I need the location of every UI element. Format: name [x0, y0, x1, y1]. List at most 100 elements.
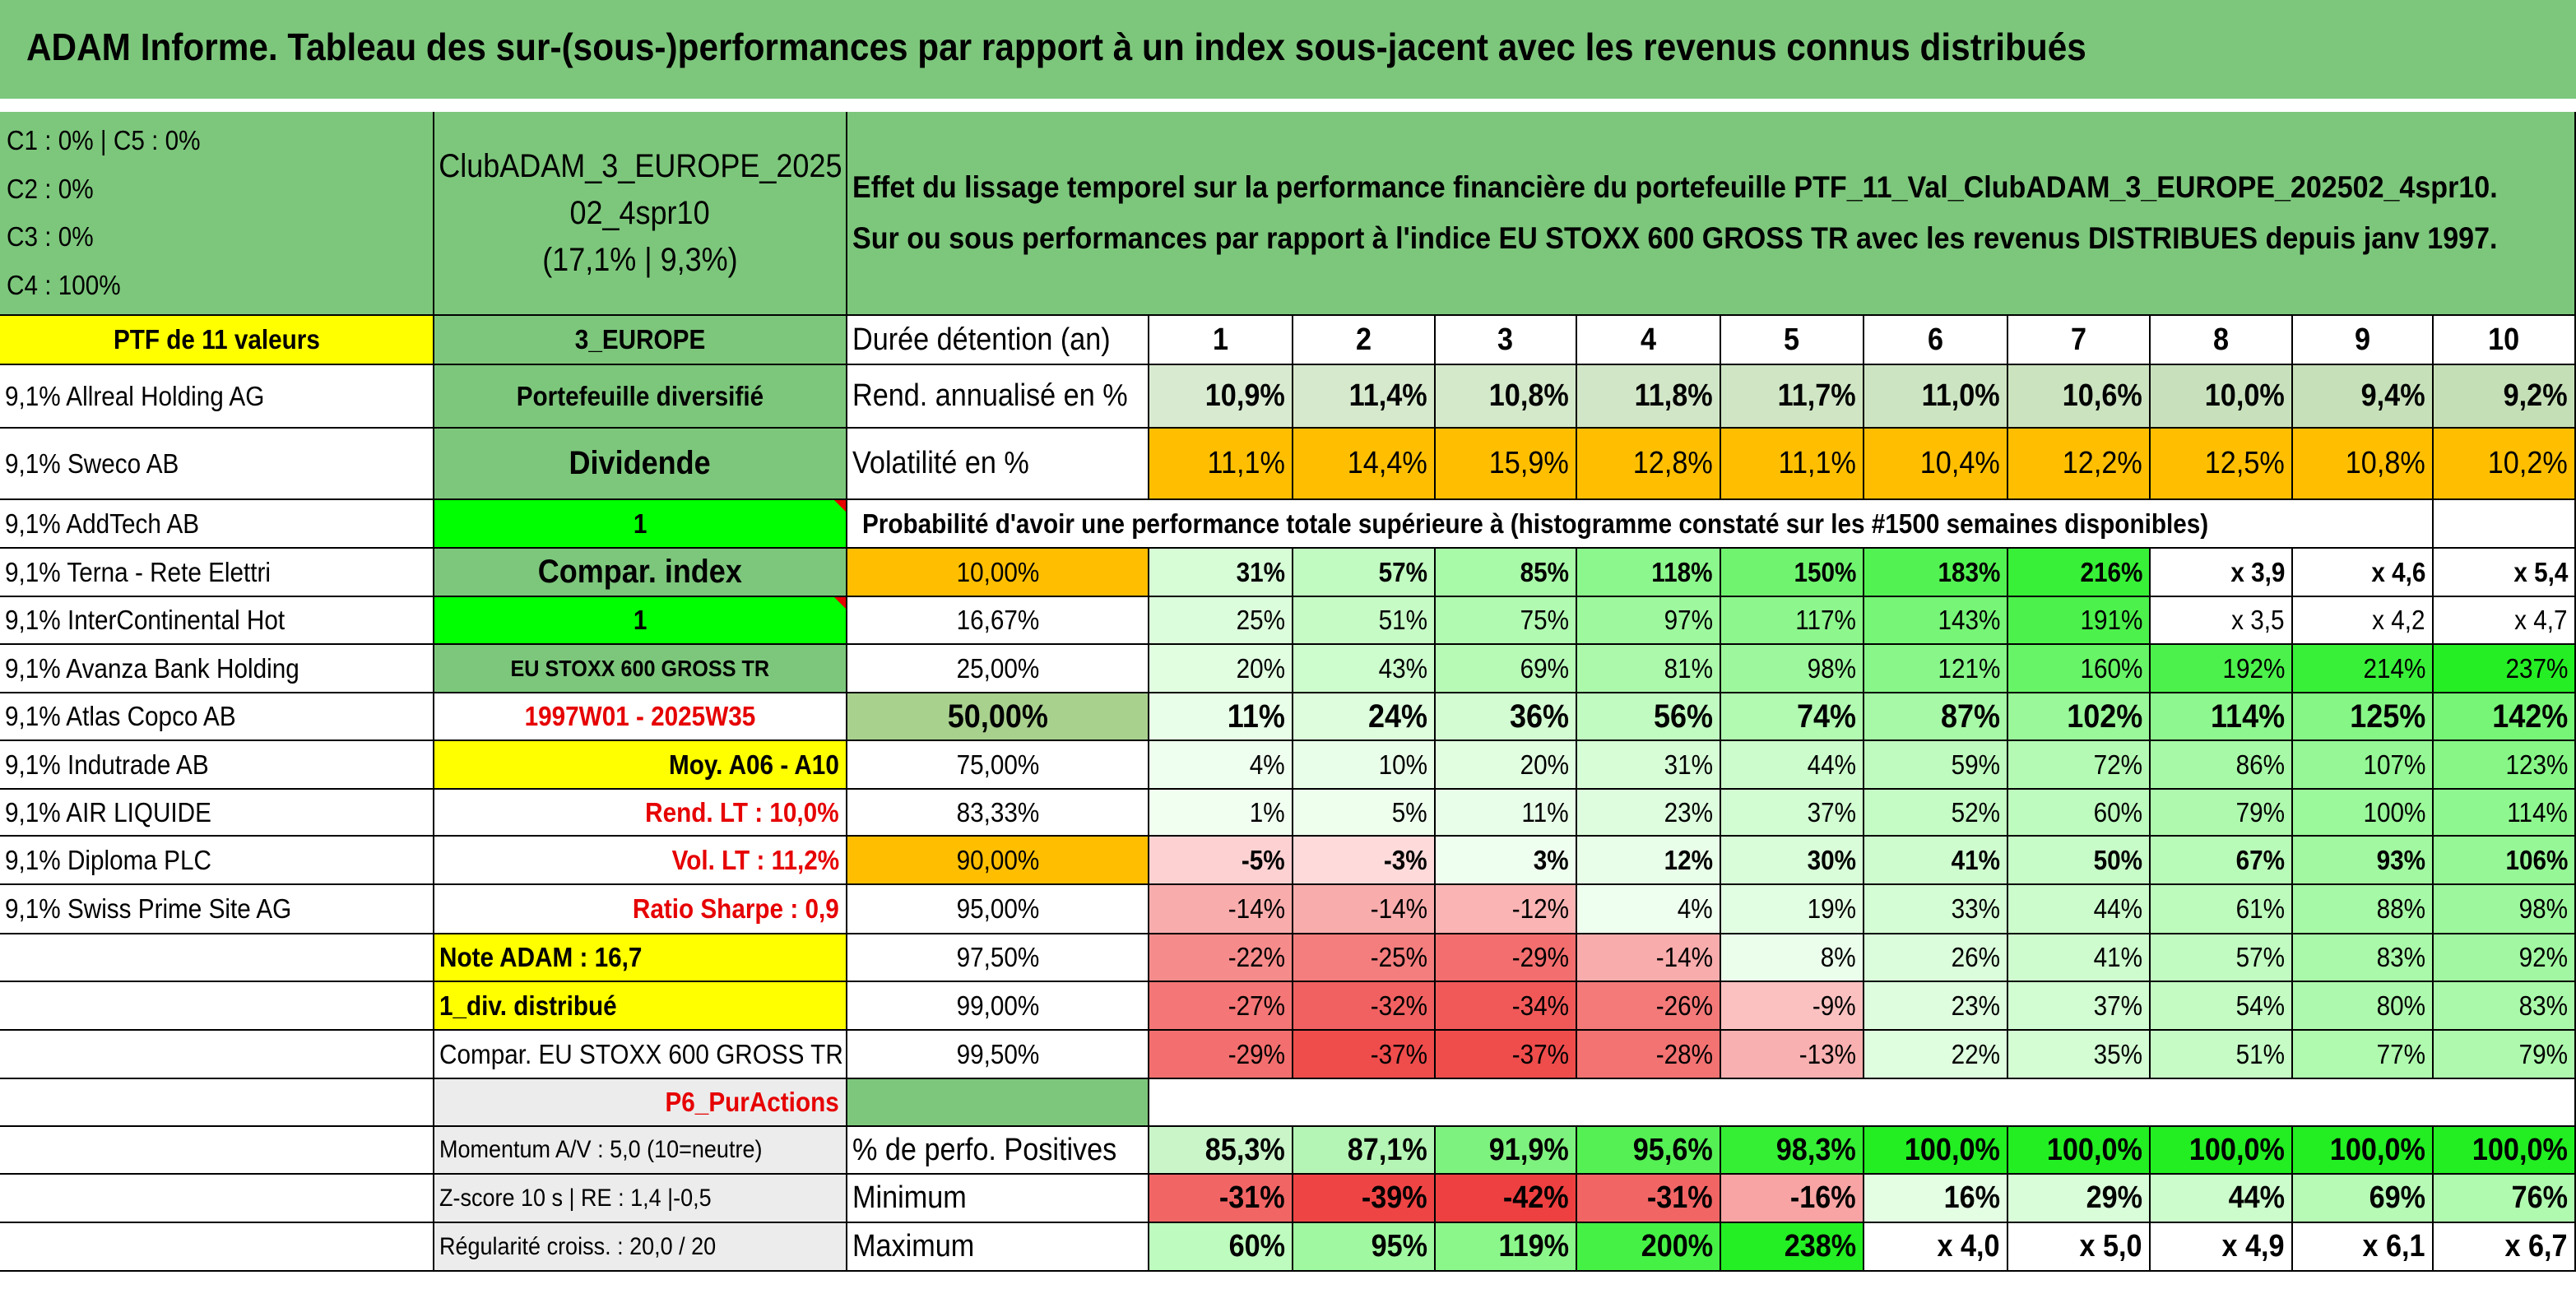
probability-value: 41%	[2008, 934, 2151, 982]
value1-cell: 1	[434, 500, 847, 549]
min-value-text: 44%	[2228, 1180, 2285, 1215]
year-header-text: 1	[1212, 322, 1229, 357]
probability-threshold: 99,50%	[847, 1031, 1149, 1079]
probability-value-text: 57%	[1378, 556, 1427, 587]
year-header: 7	[2008, 316, 2151, 365]
probability-value: 98%	[1721, 645, 1864, 693]
probability-value: 216%	[2008, 549, 2151, 597]
probability-value-text: 31%	[1236, 556, 1285, 587]
empty-cell	[0, 1127, 434, 1175]
probability-value-text: -34%	[1511, 990, 1569, 1021]
pos-value-text: 95,6%	[1633, 1132, 1713, 1167]
pos-value: 100,0%	[2151, 1127, 2293, 1175]
pos-value: 87,1%	[1293, 1127, 1436, 1175]
empty-cell	[1149, 1079, 2576, 1127]
probability-value: 57%	[1293, 549, 1436, 597]
max-value: 119%	[1436, 1223, 1577, 1272]
probability-value-text: 102%	[2066, 698, 2142, 735]
probability-value: 106%	[2434, 837, 2576, 885]
value1-cell-text: 1	[633, 508, 647, 539]
probability-value: 31%	[1577, 741, 1721, 790]
probability-value: 114%	[2434, 790, 2576, 837]
holding-row: 9,1% AIR LIQUIDE	[0, 790, 434, 837]
sharpe-cell: Ratio Sharpe : 0,9	[434, 885, 847, 934]
pos-label-text: % de perfo. Positives	[852, 1132, 1117, 1167]
probability-value: 61%	[2151, 885, 2293, 934]
rend-value: 10,8%	[1436, 365, 1577, 429]
probability-value-text: 69%	[1520, 652, 1569, 684]
probability-value-text: -27%	[1228, 990, 1285, 1021]
probability-value-text: -13%	[1799, 1038, 1856, 1069]
min-value: 29%	[2008, 1175, 2151, 1223]
probability-value: 26%	[1864, 934, 2008, 982]
holding-row: 9,1% Avanza Bank Holding	[0, 645, 434, 693]
holding-row-text: 9,1% Indutrade AB	[5, 749, 209, 780]
probability-value-text: x 4,7	[2514, 605, 2568, 635]
probability-value: 60%	[2008, 790, 2151, 837]
p6-green-cell	[847, 1079, 1149, 1127]
probability-value: 31%	[1149, 549, 1293, 597]
rend-value: 9,4%	[2293, 365, 2434, 429]
probability-value-text: 86%	[2235, 749, 2285, 780]
probability-value-text: 44%	[2093, 893, 2142, 924]
max-value: 238%	[1721, 1223, 1864, 1272]
portfolio-name-line: (17,1% | 9,3%)	[542, 241, 738, 278]
period-cell-text: 1997W01 - 2025W35	[524, 701, 756, 731]
div-cell: 1_div. distribué	[434, 982, 847, 1031]
probability-value-text: 143%	[1938, 605, 2000, 635]
holding-row: 9,1% Indutrade AB	[0, 741, 434, 790]
probability-value: -29%	[1149, 1031, 1293, 1079]
max-value-text: 200%	[1641, 1229, 1713, 1263]
empty-cell	[0, 1031, 434, 1079]
probability-value: -29%	[1436, 934, 1577, 982]
probability-value-text: -37%	[1370, 1038, 1427, 1069]
p6-cell: P6_PurActions	[434, 1079, 847, 1127]
probability-threshold-text: 50,00%	[947, 698, 1048, 735]
probability-value: 121%	[1864, 645, 2008, 693]
pos-value-text: 87,1%	[1348, 1132, 1427, 1167]
probability-value-text: 142%	[2491, 698, 2568, 735]
holding-row-text: 9,1% Diploma PLC	[5, 844, 211, 875]
compar-cell: Compar. EU STOXX 600 GROSS TR	[434, 1031, 847, 1079]
probability-value-text: -12%	[1511, 893, 1569, 924]
probability-threshold: 90,00%	[847, 837, 1149, 885]
probability-value-text: 26%	[1951, 942, 2000, 972]
value2-cell: 1	[434, 597, 847, 645]
probability-value-text: 4%	[1250, 749, 1285, 780]
holding-row: 9,1% Atlas Copco AB	[0, 693, 434, 741]
probability-value: 4%	[1149, 741, 1293, 790]
portfolio-name-block: ClubADAM_3_EUROPE_2025 02_4spr10 (17,1% | …	[434, 112, 847, 316]
probability-value-text: 43%	[1378, 652, 1427, 684]
probability-value-text: 117%	[1795, 605, 1856, 635]
vol-value: 14,4%	[1293, 429, 1436, 500]
probability-value-text: 3%	[1534, 844, 1569, 875]
min-value-text: 29%	[2086, 1180, 2142, 1215]
probability-value: 74%	[1721, 693, 1864, 741]
probability-value-text: 160%	[2080, 652, 2142, 684]
probability-value: 77%	[2293, 1031, 2434, 1079]
probability-threshold-text: 99,00%	[956, 990, 1039, 1021]
regularite-cell: Régularité croiss. : 20,0 / 20	[434, 1223, 847, 1272]
vol-value-text: 11,1%	[1778, 446, 1856, 480]
pos-value: 91,9%	[1436, 1127, 1577, 1175]
div-cell-text: 1_div. distribué	[439, 990, 617, 1021]
probability-value: 98%	[2434, 885, 2576, 934]
comment-marker	[834, 597, 846, 609]
probability-threshold-text: 99,50%	[956, 1038, 1039, 1069]
probability-value-text: 74%	[1796, 698, 1856, 735]
probability-value: -5%	[1149, 837, 1293, 885]
duration-label-text: Durée détention (an)	[852, 322, 1111, 357]
probability-value: 192%	[2151, 645, 2293, 693]
min-value: -42%	[1436, 1175, 1577, 1223]
year-header-text: 6	[1927, 322, 1944, 357]
probability-value-text: x 3,9	[2230, 556, 2285, 587]
probability-value: 25%	[1149, 597, 1293, 645]
rend-lt-cell: Rend. LT : 10,0%	[434, 790, 847, 837]
probability-value: 56%	[1577, 693, 1721, 741]
holding-row-text: 9,1% Sweco AB	[5, 447, 179, 479]
pos-value-text: 100,0%	[1904, 1132, 2000, 1167]
pos-value: 98,3%	[1721, 1127, 1864, 1175]
vol-value-text: 10,2%	[2488, 446, 2568, 480]
max-value: 60%	[1149, 1223, 1293, 1272]
probability-value: 1%	[1149, 790, 1293, 837]
